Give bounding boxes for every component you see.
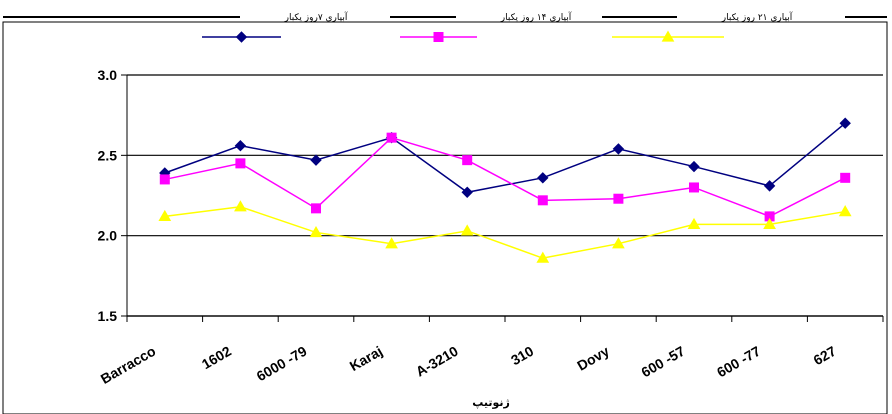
data-point: [536, 251, 550, 263]
data-point: [310, 154, 322, 166]
legend-swatch-marker: [235, 31, 248, 43]
data-point: [462, 155, 473, 166]
data-point: [763, 180, 776, 192]
data-point: [385, 237, 398, 249]
data-point: [309, 225, 323, 238]
data-point: [235, 158, 246, 169]
data-point: [537, 195, 548, 206]
data-point: [763, 217, 776, 230]
chart-frame: [2, 21, 888, 414]
legend-label: آبیاری ۷روز یکبار: [284, 11, 348, 23]
y-tick-label: 2.0: [98, 228, 118, 244]
data-point: [838, 205, 852, 217]
series-line: [164, 122, 846, 194]
legend-label: آبیاری ۲۱ روز یکبار: [721, 11, 793, 23]
data-point: [612, 237, 625, 249]
data-point: [386, 132, 397, 143]
data-point: [612, 143, 625, 155]
x-axis-title: ژنوتیپ: [472, 396, 510, 409]
series-2: [159, 132, 851, 222]
legend-item-2: آبیاری ۱۴ روز یکبار: [390, 11, 572, 42]
legend-label: آبیاری ۱۴ روز یکبار: [500, 11, 572, 23]
data-point: [839, 117, 851, 129]
data-point: [687, 217, 701, 230]
data-point: [234, 200, 247, 212]
y-tick-label: 1.5: [98, 308, 118, 324]
series-line: [164, 205, 846, 259]
y-tick-label: 2.5: [98, 147, 118, 163]
legend-item-3: آبیاری ۲۱ روز یکبار: [602, 11, 793, 42]
data-point: [689, 182, 699, 193]
legend: آبیاری ۷روز یکبار آبیاری ۱۴ روز یکبار آبیا…: [3, 11, 887, 43]
data-point: [461, 186, 473, 198]
data-point: [537, 172, 549, 184]
data-point: [460, 224, 474, 236]
series-3: [158, 200, 852, 263]
data-point: [613, 193, 624, 204]
data-point: [688, 160, 700, 173]
series-line: [164, 136, 846, 218]
series-group: [158, 117, 852, 263]
data-point: [311, 203, 321, 214]
data-point: [234, 139, 247, 152]
data-point: [158, 209, 172, 222]
y-axis-ticks: 1.5 2.0 2.5 3.0: [98, 67, 128, 324]
legend-swatch-marker: [433, 32, 444, 42]
y-tick-label: 3.0: [98, 67, 118, 83]
legend-swatch-marker: [661, 30, 675, 42]
data-point: [840, 172, 851, 183]
data-point: [159, 174, 170, 185]
